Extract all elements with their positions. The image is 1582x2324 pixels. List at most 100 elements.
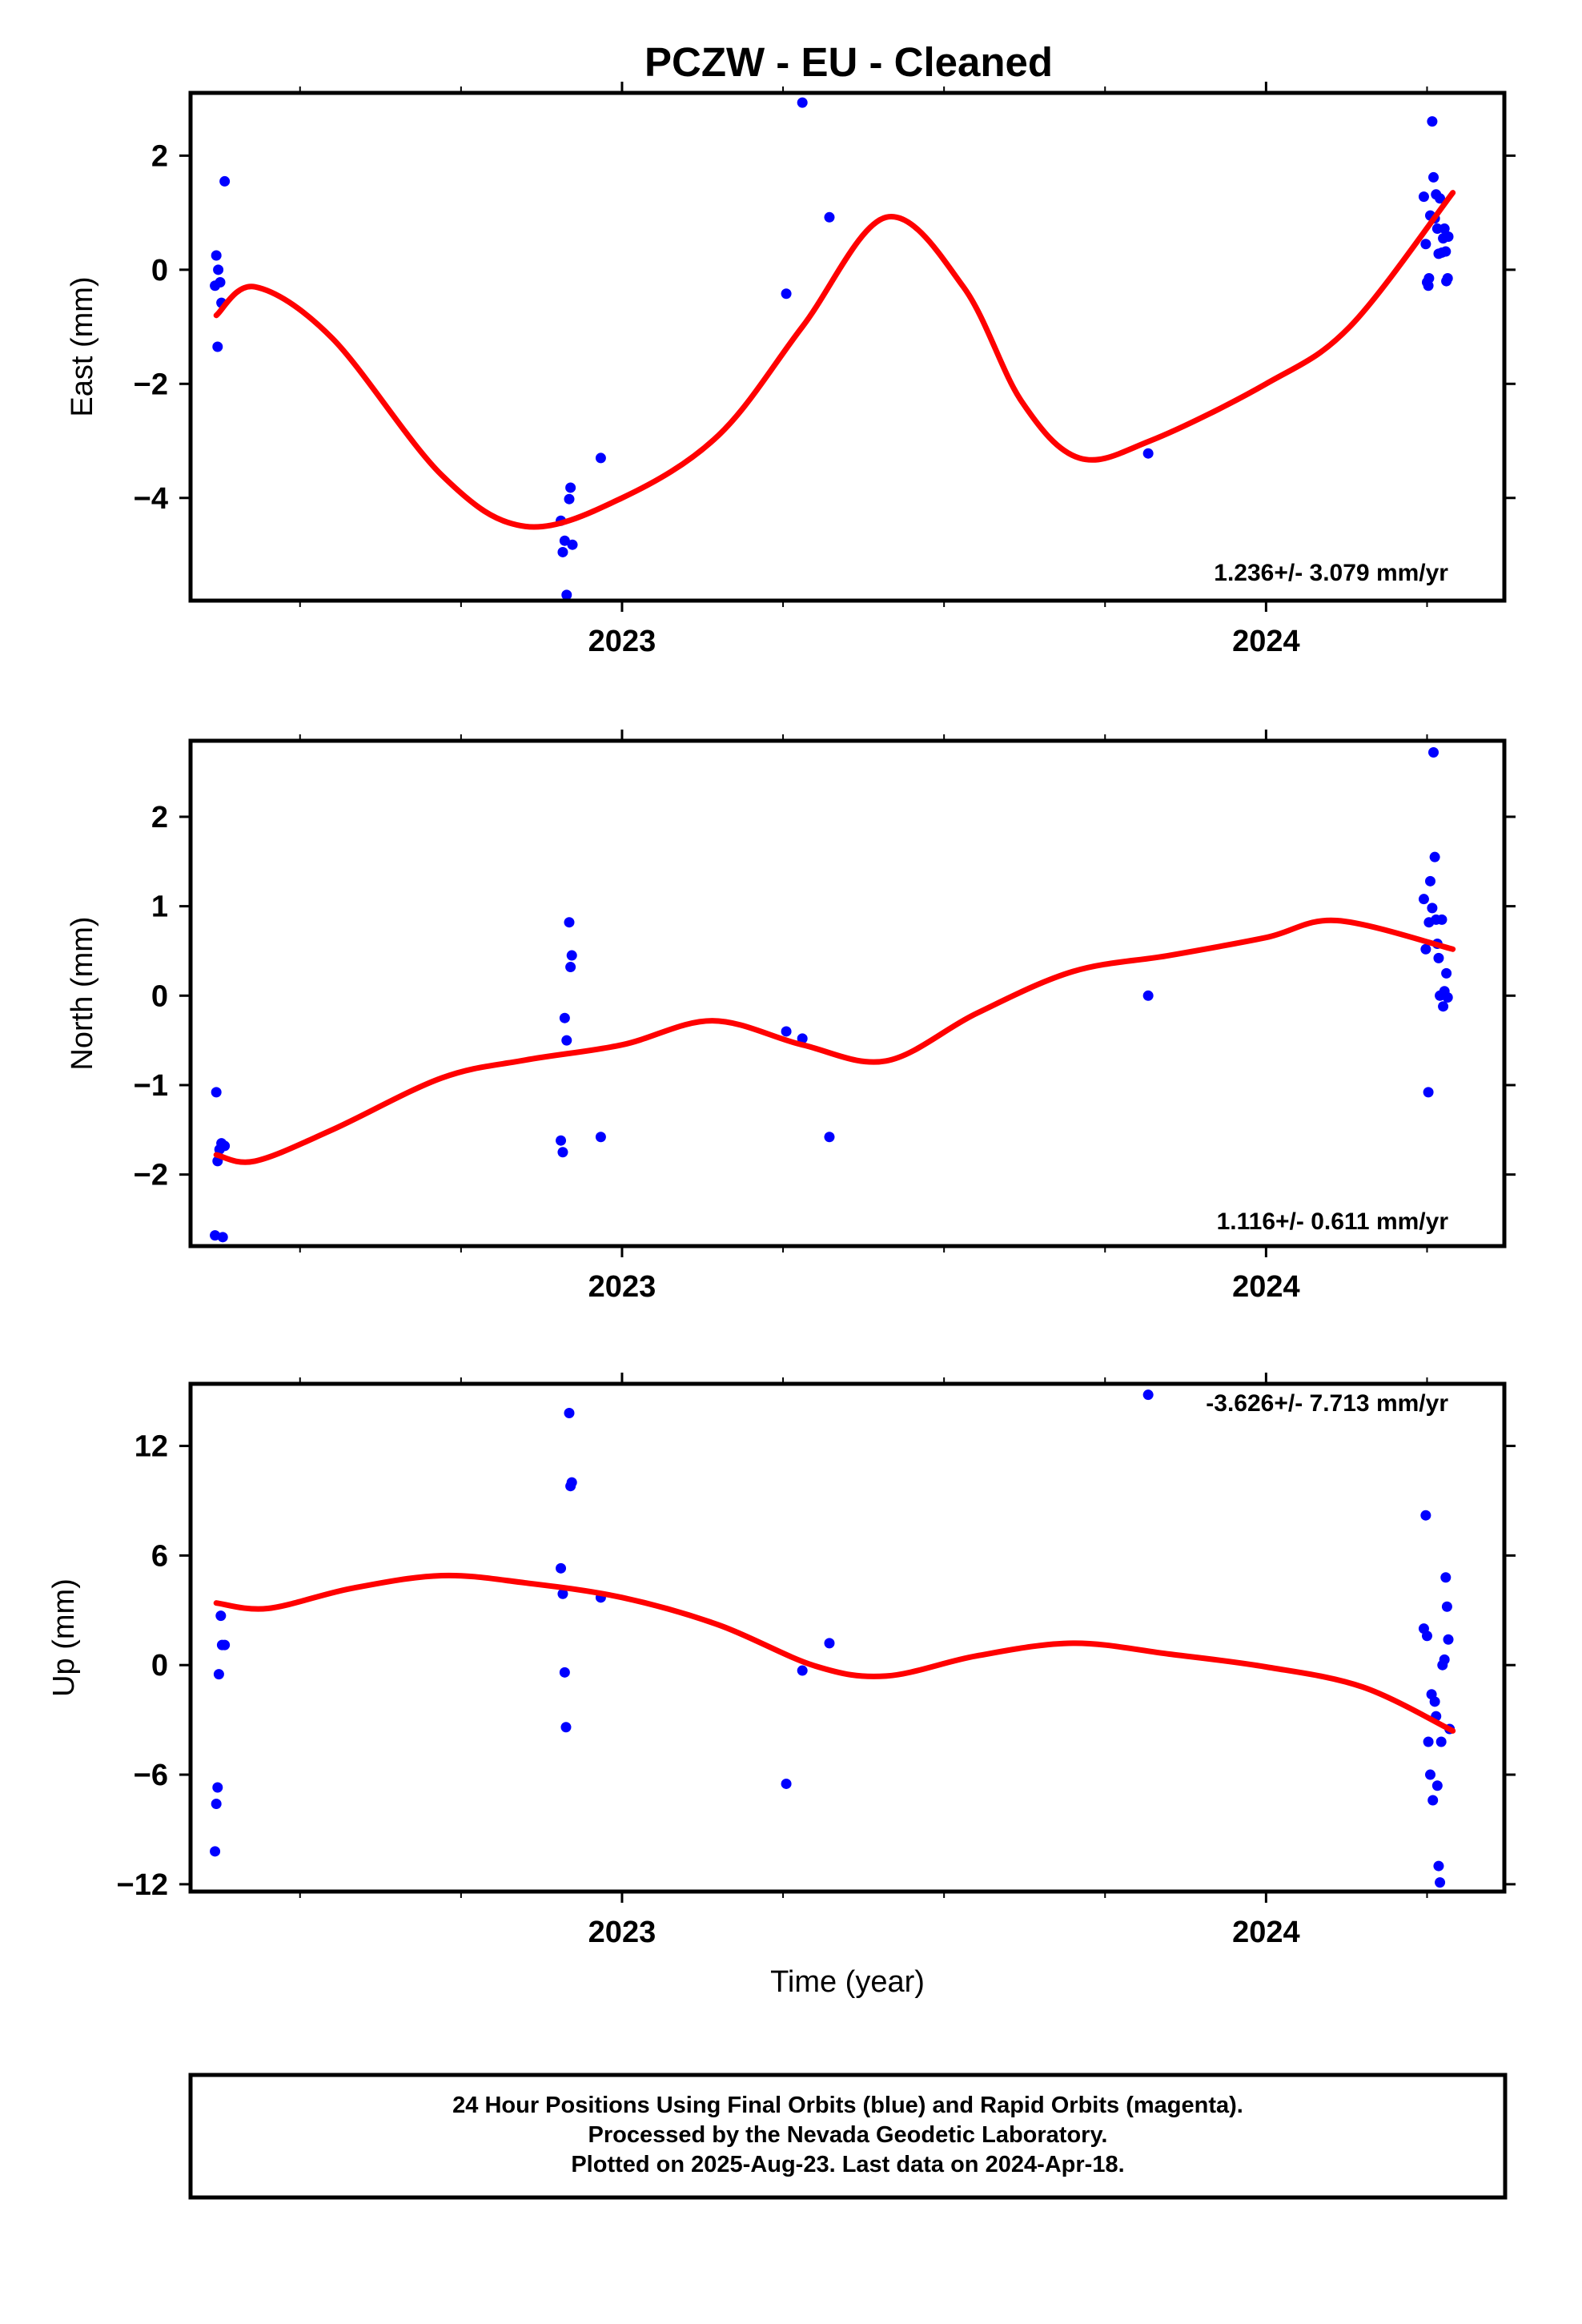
east-data-point xyxy=(1142,448,1154,459)
north-data-point xyxy=(1436,914,1447,925)
north-xtick-label: 2024 xyxy=(1232,1270,1300,1304)
up-data-point xyxy=(1439,1654,1450,1665)
east-data-point xyxy=(595,452,606,464)
up-data-point xyxy=(1435,1736,1447,1747)
north-data-point xyxy=(565,962,576,973)
up-data-point xyxy=(1443,1634,1454,1645)
east-ytick-label: 2 xyxy=(151,139,168,173)
east-data-point xyxy=(1442,273,1453,284)
up-data-point xyxy=(1427,1795,1439,1806)
up-data-point xyxy=(1441,1601,1452,1612)
east-ytick-label: 0 xyxy=(151,254,168,287)
north-y-axis-title: North (mm) xyxy=(66,916,99,1070)
up-data-point xyxy=(556,1562,567,1574)
up-data-point xyxy=(564,1407,575,1418)
east-data-point xyxy=(561,589,572,601)
north-xtick-label: 2023 xyxy=(588,1270,656,1304)
north-data-point xyxy=(824,1132,835,1143)
east-ytick-label: −4 xyxy=(134,482,168,516)
up-x-axis-title: Time (year) xyxy=(770,1965,925,1999)
up-data-point xyxy=(559,1667,570,1678)
east-data-point xyxy=(1423,273,1435,284)
north-data-point xyxy=(781,1026,792,1037)
up-data-point xyxy=(1433,1860,1444,1872)
up-data-point xyxy=(824,1638,835,1649)
east-data-point xyxy=(1427,116,1438,127)
north-panel: 2 1 0 −1 −2 2023 2024 North (mm) 1.116+/- 0.611 … xyxy=(66,730,1516,1304)
north-data-point xyxy=(559,1012,570,1023)
east-data-point xyxy=(213,264,224,275)
north-fit-curve xyxy=(213,917,1456,1165)
north-ytick-label: 0 xyxy=(151,979,168,1013)
up-data-point xyxy=(557,1588,568,1599)
north-data-point xyxy=(1438,1001,1449,1012)
footer-box: 24 Hour Positions Using Final Orbits (bl… xyxy=(188,2073,1508,2200)
north-data-point xyxy=(566,950,577,961)
north-data-point xyxy=(797,1033,808,1044)
east-data-point xyxy=(1439,223,1450,235)
north-data-point xyxy=(1423,1087,1434,1098)
east-data-point xyxy=(565,482,576,493)
north-data-point xyxy=(217,1232,228,1243)
north-data-point xyxy=(564,917,575,928)
north-data-points xyxy=(210,747,1453,1243)
up-y-axis-title: Up (mm) xyxy=(47,1578,81,1697)
east-fit-curve xyxy=(213,190,1456,530)
east-data-point xyxy=(219,175,231,187)
footer-line-3: Plotted on 2025-Aug-23. Last data on 202… xyxy=(571,2152,1124,2177)
up-panel: 12 6 0 −6 −12 2023 2024 Up (mm) Time (year) -3.62… xyxy=(47,1373,1516,1999)
up-ytick-label: 12 xyxy=(135,1430,168,1464)
east-data-points xyxy=(210,97,1454,601)
east-data-point xyxy=(781,288,792,300)
up-xtick-label: 2023 xyxy=(588,1916,656,1949)
up-data-point xyxy=(1440,1572,1452,1583)
up-data-point xyxy=(1431,1780,1443,1791)
east-y-axis-title: East (mm) xyxy=(66,276,99,416)
up-data-point xyxy=(1429,1696,1440,1707)
up-ytick-label: −12 xyxy=(117,1868,168,1902)
up-ytick-label: 0 xyxy=(151,1649,168,1683)
up-data-point xyxy=(212,1782,223,1793)
up-data-point xyxy=(213,1669,224,1680)
north-frame xyxy=(188,738,1507,1248)
up-fit-curve xyxy=(213,1572,1456,1734)
east-frame xyxy=(188,90,1507,603)
north-data-point xyxy=(1424,875,1435,887)
north-ytick-label: 2 xyxy=(151,801,168,834)
up-data-point xyxy=(797,1665,808,1676)
east-data-point xyxy=(567,539,578,550)
east-data-point xyxy=(1435,193,1446,204)
north-data-point xyxy=(557,1147,568,1158)
east-data-point xyxy=(824,211,835,223)
footer-line-2: Processed by the Nevada Geodetic Laborat… xyxy=(588,2122,1108,2148)
up-data-point xyxy=(1435,1877,1446,1888)
east-rate-label: 1.236+/- 3.079 mm/yr xyxy=(1214,560,1448,586)
up-ytick-label: −6 xyxy=(134,1759,168,1792)
north-data-point xyxy=(561,1035,572,1046)
north-data-point xyxy=(1427,903,1438,914)
main-title: PCZW - EU - Cleaned xyxy=(644,39,1053,85)
north-data-point xyxy=(1420,943,1431,955)
up-rate-label: -3.626+/- 7.713 mm/yr xyxy=(1206,1390,1448,1417)
up-data-point xyxy=(210,1846,221,1857)
north-ytick-label: −1 xyxy=(134,1069,168,1103)
north-data-point xyxy=(1418,894,1429,905)
east-data-point xyxy=(210,280,221,292)
north-ytick-label: 1 xyxy=(151,891,168,924)
up-frame xyxy=(188,1381,1507,1894)
up-data-point xyxy=(1420,1510,1431,1521)
north-data-point xyxy=(1428,747,1439,758)
north-rate-label: 1.116+/- 0.611 mm/yr xyxy=(1217,1208,1449,1235)
footer-line-1: 24 Hour Positions Using Final Orbits (bl… xyxy=(452,2093,1243,2118)
up-data-point xyxy=(1423,1736,1434,1747)
north-data-point xyxy=(556,1135,567,1146)
north-data-point xyxy=(1429,851,1440,862)
east-data-point xyxy=(1420,239,1431,250)
north-data-point xyxy=(211,1087,222,1098)
east-panel: 2 0 −2 −4 2023 2024 East (mm) 1.236+/- 3.079 mm… xyxy=(66,82,1516,658)
east-data-point xyxy=(797,97,808,108)
east-data-point xyxy=(1418,191,1429,203)
north-data-point xyxy=(1442,992,1453,1003)
up-data-point xyxy=(219,1639,231,1651)
